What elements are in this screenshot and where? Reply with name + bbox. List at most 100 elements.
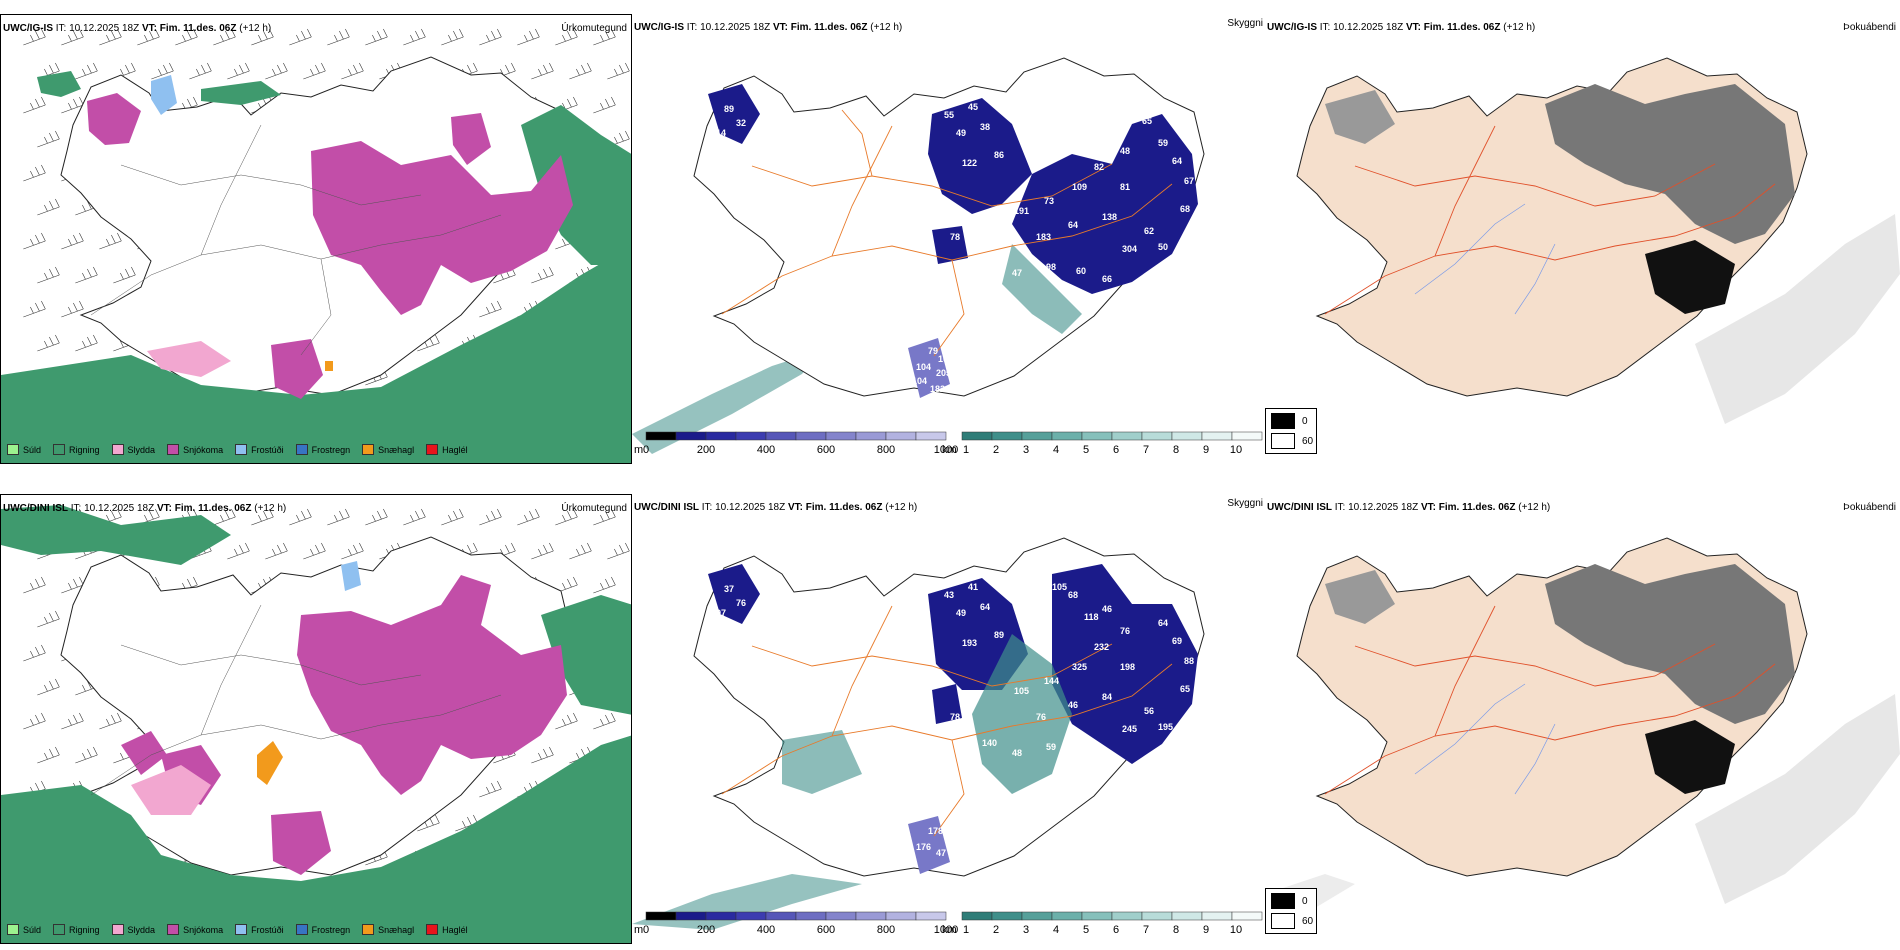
wind-barb <box>607 130 630 148</box>
snow-depth-label: 41 <box>968 582 978 592</box>
legend-item-snjokoma: Snjókoma <box>167 924 223 935</box>
colorbar-km-segment <box>1141 911 1173 921</box>
rivers <box>1414 203 1556 315</box>
wind-barb <box>61 96 84 114</box>
legend-item-rigning: Rigning <box>53 924 100 935</box>
wind-barb <box>23 712 46 730</box>
snow-depth-label: 98 <box>1046 262 1056 272</box>
wind-barb <box>417 814 440 832</box>
colorbar-km-segment <box>1141 431 1173 441</box>
wind-barb <box>607 62 630 80</box>
fog-index-max <box>1645 240 1735 314</box>
sleet-area <box>131 765 211 815</box>
snow-depth-label: 192 <box>1102 754 1117 764</box>
wind-barb <box>493 62 516 80</box>
snow-depth-label: 38 <box>980 122 990 132</box>
snow-depth-label: 60 <box>1076 266 1086 276</box>
colorbar-km-segment <box>991 431 1023 441</box>
wind-barb <box>479 508 502 526</box>
fog-band <box>632 350 822 454</box>
colorbar-km-tick: 10 <box>1229 444 1243 456</box>
wind-barb <box>23 164 46 182</box>
wind-barb <box>555 28 578 46</box>
snow-depth-label: 34 <box>746 136 756 146</box>
snow-depth-label: 245 <box>1122 724 1137 734</box>
snow-depth-label: 140 <box>982 738 997 748</box>
visibility-area <box>782 730 862 794</box>
snow-depth-area <box>1012 114 1198 294</box>
snow-depth-label: 183 <box>1036 232 1051 242</box>
wind-barb <box>37 746 60 764</box>
snow-depth-area <box>908 816 950 874</box>
wind-barb <box>441 508 464 526</box>
colorbars: m 0 200 400 600 800 1000 km 1 2 3 4 5 6 7 8 9 10 <box>632 908 1265 944</box>
fog-legend-dark-swatch <box>1271 893 1295 909</box>
wind-barb <box>607 542 630 560</box>
wind-barb <box>569 62 592 80</box>
wind-barb <box>365 848 388 866</box>
roads <box>1324 605 1776 795</box>
field-tag-vis: Þokuábendi <box>1843 22 1896 33</box>
colorbar-graphics <box>645 431 1263 441</box>
wind-barb <box>23 576 46 594</box>
legend-swatch <box>53 444 66 455</box>
panel-title: UWC/DINI ISL IT: 10.12.2025 18Z VT: Fim.… <box>634 502 918 513</box>
snow-depth-label: 79 <box>928 346 938 356</box>
snow-depth-label: 50 <box>1158 242 1168 252</box>
colorbar-km-segment <box>1231 431 1263 441</box>
snow-area <box>121 731 167 775</box>
snow-depth-label: 49 <box>1034 94 1044 104</box>
colorbar-m-segment <box>645 911 677 921</box>
wind-barb <box>61 712 84 730</box>
colorbar-m-tick: 800 <box>876 924 896 936</box>
colorbar-km-segment <box>1111 911 1143 921</box>
fog-legend: 0 60 <box>1265 408 1317 454</box>
wind-barb <box>99 712 122 730</box>
colorbar-m-segment <box>735 911 767 921</box>
sleet-area <box>147 341 231 377</box>
legend-swatch <box>53 924 66 935</box>
snow-depth-label: 182 <box>930 384 945 394</box>
panel-title: UWC/IG-IS IT: 10.12.2025 18Z VT: Fim. 11… <box>634 22 903 33</box>
snow-depth-label: 104 <box>912 376 927 386</box>
colorbar-km-tick: 3 <box>1022 444 1030 456</box>
snow-depth-labels: 89 47 32 14 94 34 55 45 49 38 86 122 71 49 94 71 75 53 48 6… <box>716 90 1194 394</box>
wind-barb <box>23 232 46 250</box>
colorbar-m-segment <box>795 431 827 441</box>
snow-depth-area <box>1052 564 1198 764</box>
wind-barb <box>341 62 364 80</box>
colorbar-km-segment <box>991 911 1023 921</box>
colorbar-m-segment <box>705 911 737 921</box>
colorbar-km-unit: km <box>942 444 957 456</box>
legend-item-frostregn: Frostregn <box>295 444 350 455</box>
snow-depth-label: 48 <box>1120 146 1130 156</box>
wind-barb <box>61 300 84 318</box>
colorbar-m-tick: 600 <box>816 924 836 936</box>
fog-index-high <box>1545 564 1795 724</box>
fog-index-high <box>1325 90 1395 144</box>
snow-depth-label: 122 <box>962 158 977 168</box>
colorbar-km-tick: 2 <box>992 924 1000 936</box>
snow-pellet-area <box>257 741 283 785</box>
colorbar-km-segment <box>1111 431 1143 441</box>
rivers <box>1414 683 1556 795</box>
snow-depth-label: 48 <box>1012 748 1022 758</box>
snow-depth-label: 105 <box>1052 582 1067 592</box>
rain-area <box>37 71 81 97</box>
snow-depth-label: 64 <box>980 602 990 612</box>
legend-item-frostudi: Frostúði <box>235 924 284 935</box>
snow-depth-area <box>932 226 968 264</box>
colorbar-m-segment <box>735 431 767 441</box>
snow-depth-label: 193 <box>962 638 977 648</box>
colorbar-km-tick: 9 <box>1202 444 1210 456</box>
wind-barb <box>175 28 198 46</box>
snow-depth-label: 89 <box>994 630 1004 640</box>
snow-depth-label: 71 <box>1068 110 1078 120</box>
fog-index-high <box>1545 84 1795 244</box>
wind-barb <box>75 266 98 284</box>
snow-depth-area <box>708 564 760 624</box>
wind-barb <box>23 644 46 662</box>
wind-barb <box>365 368 388 386</box>
field-tag-vis: Þokuábendi <box>1843 502 1896 513</box>
wind-barb <box>151 62 174 80</box>
